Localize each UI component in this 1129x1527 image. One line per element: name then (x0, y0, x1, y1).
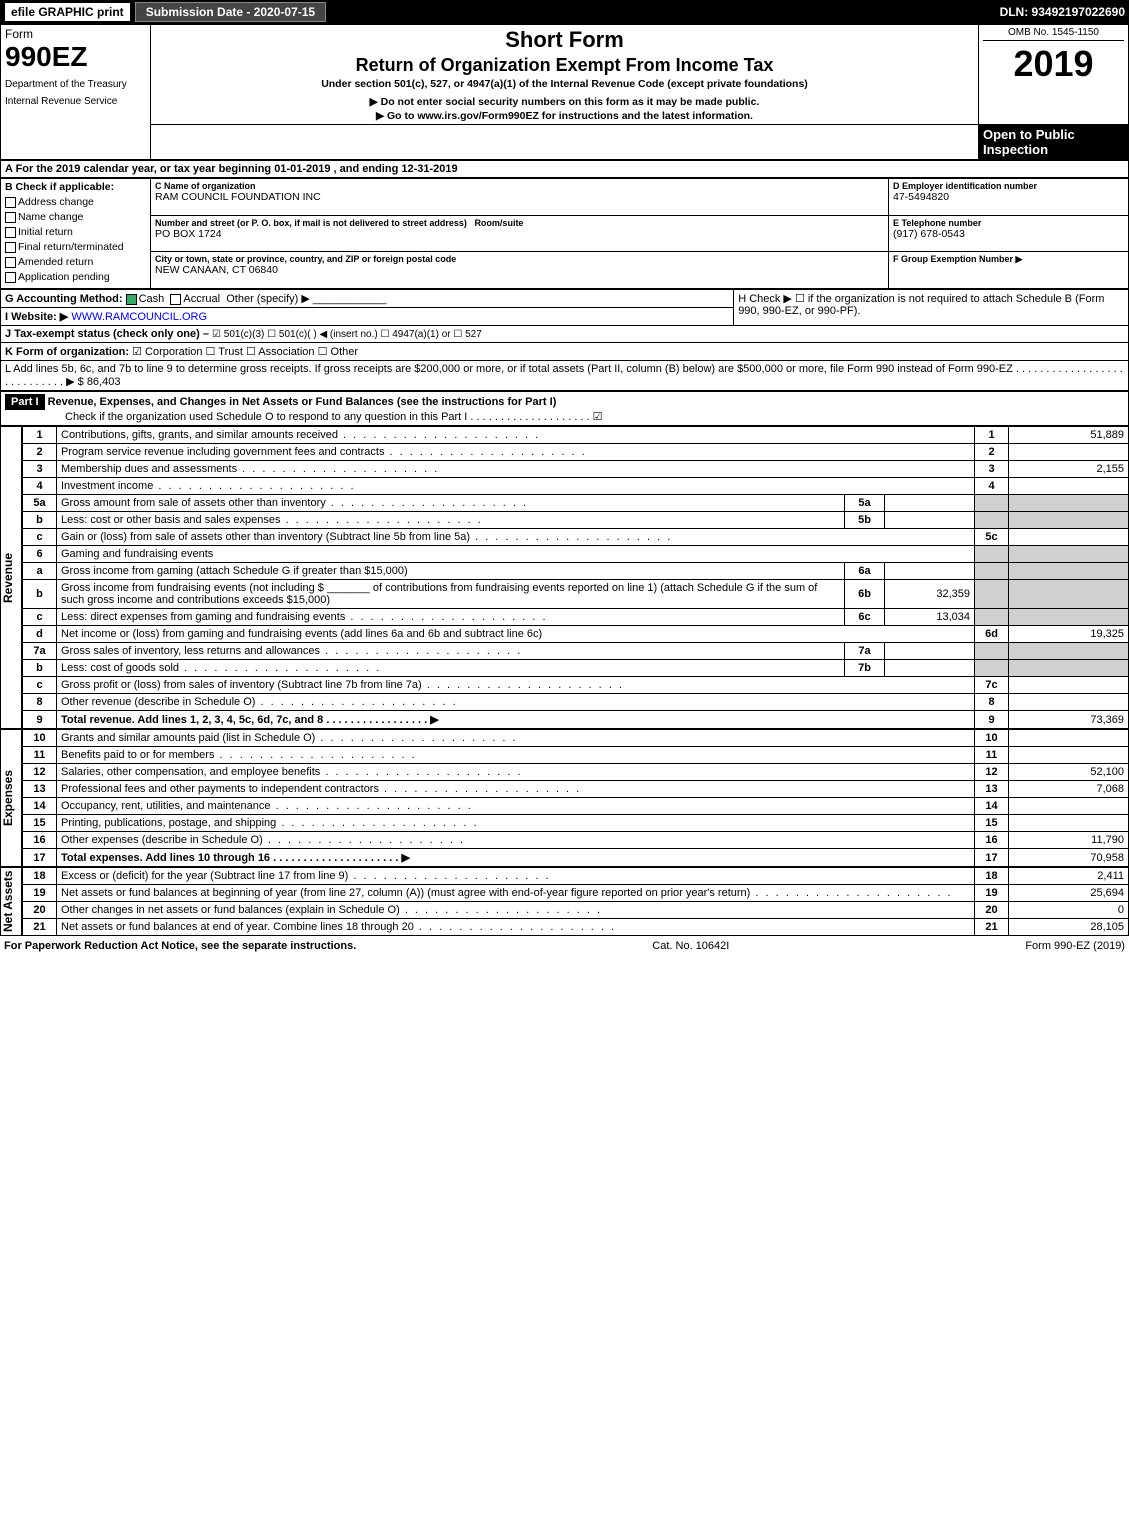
open-to-public: Open to Public Inspection (979, 125, 1129, 160)
box-b-title: B Check if applicable: (5, 181, 146, 193)
chk-name-change[interactable]: Name change (5, 211, 146, 223)
table-row: 8Other revenue (describe in Schedule O)8 (23, 694, 1129, 711)
expenses-table: 10Grants and similar amounts paid (list … (22, 729, 1129, 867)
dept-treasury: Department of the Treasury (5, 79, 146, 90)
table-row: 17Total expenses. Add lines 10 through 1… (23, 849, 1129, 867)
j-options: ☑ 501(c)(3) ☐ 501(c)( ) ◀ (insert no.) ☐… (212, 329, 482, 340)
chk-cash[interactable] (126, 294, 137, 305)
dln: DLN: 93492197022690 (1000, 5, 1125, 19)
table-row: 14Occupancy, rent, utilities, and mainte… (23, 798, 1129, 815)
title-return: Return of Organization Exempt From Incom… (155, 55, 974, 76)
website-link[interactable]: WWW.RAMCOUNCIL.ORG (71, 311, 207, 323)
form-header: Form 990EZ Department of the Treasury In… (0, 24, 1129, 160)
netassets-table: 18Excess or (deficit) for the year (Subt… (22, 867, 1129, 936)
table-row: 7aGross sales of inventory, less returns… (23, 643, 1129, 660)
entity-block: B Check if applicable: Address change Na… (0, 178, 1129, 289)
footer-form: Form 990-EZ (2019) (1025, 940, 1125, 952)
table-row: aGross income from gaming (attach Schedu… (23, 563, 1129, 580)
opt-cash: Cash (139, 293, 165, 305)
table-row: 18Excess or (deficit) for the year (Subt… (23, 868, 1129, 885)
table-row: 11Benefits paid to or for members11 (23, 747, 1129, 764)
table-row: 10Grants and similar amounts paid (list … (23, 730, 1129, 747)
table-row: 19Net assets or fund balances at beginni… (23, 885, 1129, 902)
chk-pending[interactable]: Application pending (5, 271, 146, 283)
title-short-form: Short Form (155, 27, 974, 53)
irs-label: Internal Revenue Service (5, 96, 146, 107)
label-i: I Website: ▶ (5, 311, 68, 323)
label-j: J Tax-exempt status (check only one) – (5, 328, 209, 340)
line-a-period: A For the 2019 calendar year, or tax yea… (1, 161, 1129, 178)
chk-accrual[interactable] (170, 294, 181, 305)
label-room: Room/suite (474, 218, 523, 228)
chk-address-change[interactable]: Address change (5, 196, 146, 208)
submission-date: Submission Date - 2020-07-15 (135, 2, 326, 22)
box-h: H Check ▶ ☐ if the organization is not r… (734, 290, 1129, 326)
table-row: 1Contributions, gifts, grants, and simil… (23, 427, 1129, 444)
table-row: 15Printing, publications, postage, and s… (23, 815, 1129, 832)
org-name: RAM COUNCIL FOUNDATION INC (155, 191, 884, 203)
footer-catno: Cat. No. 10642I (652, 940, 729, 952)
footer-left: For Paperwork Reduction Act Notice, see … (4, 940, 356, 952)
table-row: 21Net assets or fund balances at end of … (23, 919, 1129, 936)
label-g: G Accounting Method: (5, 293, 123, 305)
form-label: Form (5, 27, 146, 41)
opt-accrual: Accrual (183, 293, 220, 305)
part1-badge: Part I (5, 394, 45, 410)
table-row: 20Other changes in net assets or fund ba… (23, 902, 1129, 919)
revenue-table: 1Contributions, gifts, grants, and simil… (22, 426, 1129, 729)
omb-number: OMB No. 1545-1150 (983, 27, 1124, 41)
k-options: ☑ Corporation ☐ Trust ☐ Association ☐ Ot… (132, 346, 358, 358)
table-row: cGross profit or (loss) from sales of in… (23, 677, 1129, 694)
label-ein: D Employer identification number (893, 181, 1124, 191)
goto-link[interactable]: ▶ Go to www.irs.gov/Form990EZ for instru… (155, 110, 974, 122)
label-group-exempt: F Group Exemption Number ▶ (893, 254, 1124, 265)
table-row: 12Salaries, other compensation, and empl… (23, 764, 1129, 781)
section-revenue-label: Revenue (0, 426, 22, 729)
table-row: 6Gaming and fundraising events (23, 546, 1129, 563)
efile-label: efile GRAPHIC print (4, 2, 131, 22)
section-expenses-label: Expenses (0, 729, 22, 867)
part1-title: Revenue, Expenses, and Changes in Net As… (48, 396, 557, 408)
line-l: L Add lines 5b, 6c, and 7b to line 9 to … (1, 361, 1129, 391)
label-phone: E Telephone number (893, 218, 1124, 228)
label-street: Number and street (or P. O. box, if mail… (155, 218, 467, 228)
label-org-name: C Name of organization (155, 181, 884, 191)
table-row: bLess: cost of goods sold7b (23, 660, 1129, 677)
table-row: 9Total revenue. Add lines 1, 2, 3, 4, 5c… (23, 711, 1129, 729)
label-city: City or town, state or province, country… (155, 254, 884, 264)
table-row: 5aGross amount from sale of assets other… (23, 495, 1129, 512)
table-row: bGross income from fundraising events (n… (23, 580, 1129, 609)
ssn-warning: ▶ Do not enter social security numbers o… (155, 96, 974, 108)
efile-topbar: efile GRAPHIC print Submission Date - 20… (0, 0, 1129, 24)
table-row: cGain or (loss) from sale of assets othe… (23, 529, 1129, 546)
table-row: cLess: direct expenses from gaming and f… (23, 609, 1129, 626)
table-row: 16Other expenses (describe in Schedule O… (23, 832, 1129, 849)
table-row: 13Professional fees and other payments t… (23, 781, 1129, 798)
chk-final-return[interactable]: Final return/terminated (5, 241, 146, 253)
section-netassets-label: Net Assets (0, 867, 22, 936)
info-block: G Accounting Method: Cash Accrual Other … (0, 289, 1129, 391)
table-row: bLess: cost or other basis and sales exp… (23, 512, 1129, 529)
part1-check-note: Check if the organization used Schedule … (5, 410, 1124, 423)
title-under: Under section 501(c), 527, or 4947(a)(1)… (155, 78, 974, 90)
street-value: PO BOX 1724 (155, 228, 884, 240)
table-row: 2Program service revenue including gover… (23, 444, 1129, 461)
chk-initial-return[interactable]: Initial return (5, 226, 146, 238)
city-value: NEW CANAAN, CT 06840 (155, 264, 884, 276)
table-row: 4Investment income4 (23, 478, 1129, 495)
form-number: 990EZ (5, 41, 146, 73)
ein-value: 47-5494820 (893, 191, 1124, 203)
opt-other: Other (specify) ▶ (226, 293, 310, 305)
table-row: dNet income or (loss) from gaming and fu… (23, 626, 1129, 643)
chk-amended[interactable]: Amended return (5, 256, 146, 268)
label-k: K Form of organization: (5, 346, 129, 358)
phone-value: (917) 678-0543 (893, 228, 1124, 240)
table-row: 3Membership dues and assessments32,155 (23, 461, 1129, 478)
page-footer: For Paperwork Reduction Act Notice, see … (0, 936, 1129, 956)
tax-year: 2019 (983, 43, 1124, 85)
